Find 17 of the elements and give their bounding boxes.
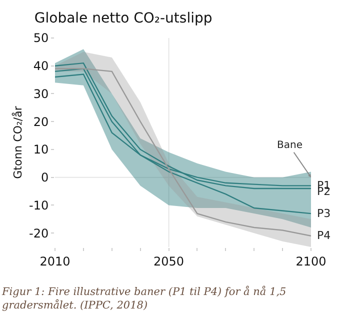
legend-title: Bane — [277, 140, 302, 151]
y-axis-title: Gtonn CO₂/år — [12, 106, 25, 179]
x-tick-label: 2050 — [154, 254, 184, 268]
chart-title: Globale netto CO₂-utslipp — [34, 10, 212, 27]
series-label: P3 — [317, 207, 331, 220]
series-label: P4 — [317, 229, 331, 242]
y-tick-label: 0 — [40, 170, 49, 185]
y-tick-label: 30 — [33, 86, 49, 101]
x-tick-label: 2100 — [296, 254, 326, 268]
x-tick-label: 2010 — [40, 254, 70, 268]
y-tick-label: -10 — [28, 198, 49, 212]
text: Figur 1: Fire illustrative baner (P1 til P4) for å nå 1,5 gradersmålet. (IPPC, 2018) — [1, 285, 287, 312]
y-tick-label: 20 — [33, 114, 49, 129]
y-tick-label: 40 — [33, 59, 49, 74]
y-tick-label: 10 — [33, 142, 49, 157]
y-tick-label: -20 — [28, 226, 49, 240]
y-tick-label: 50 — [33, 31, 49, 46]
